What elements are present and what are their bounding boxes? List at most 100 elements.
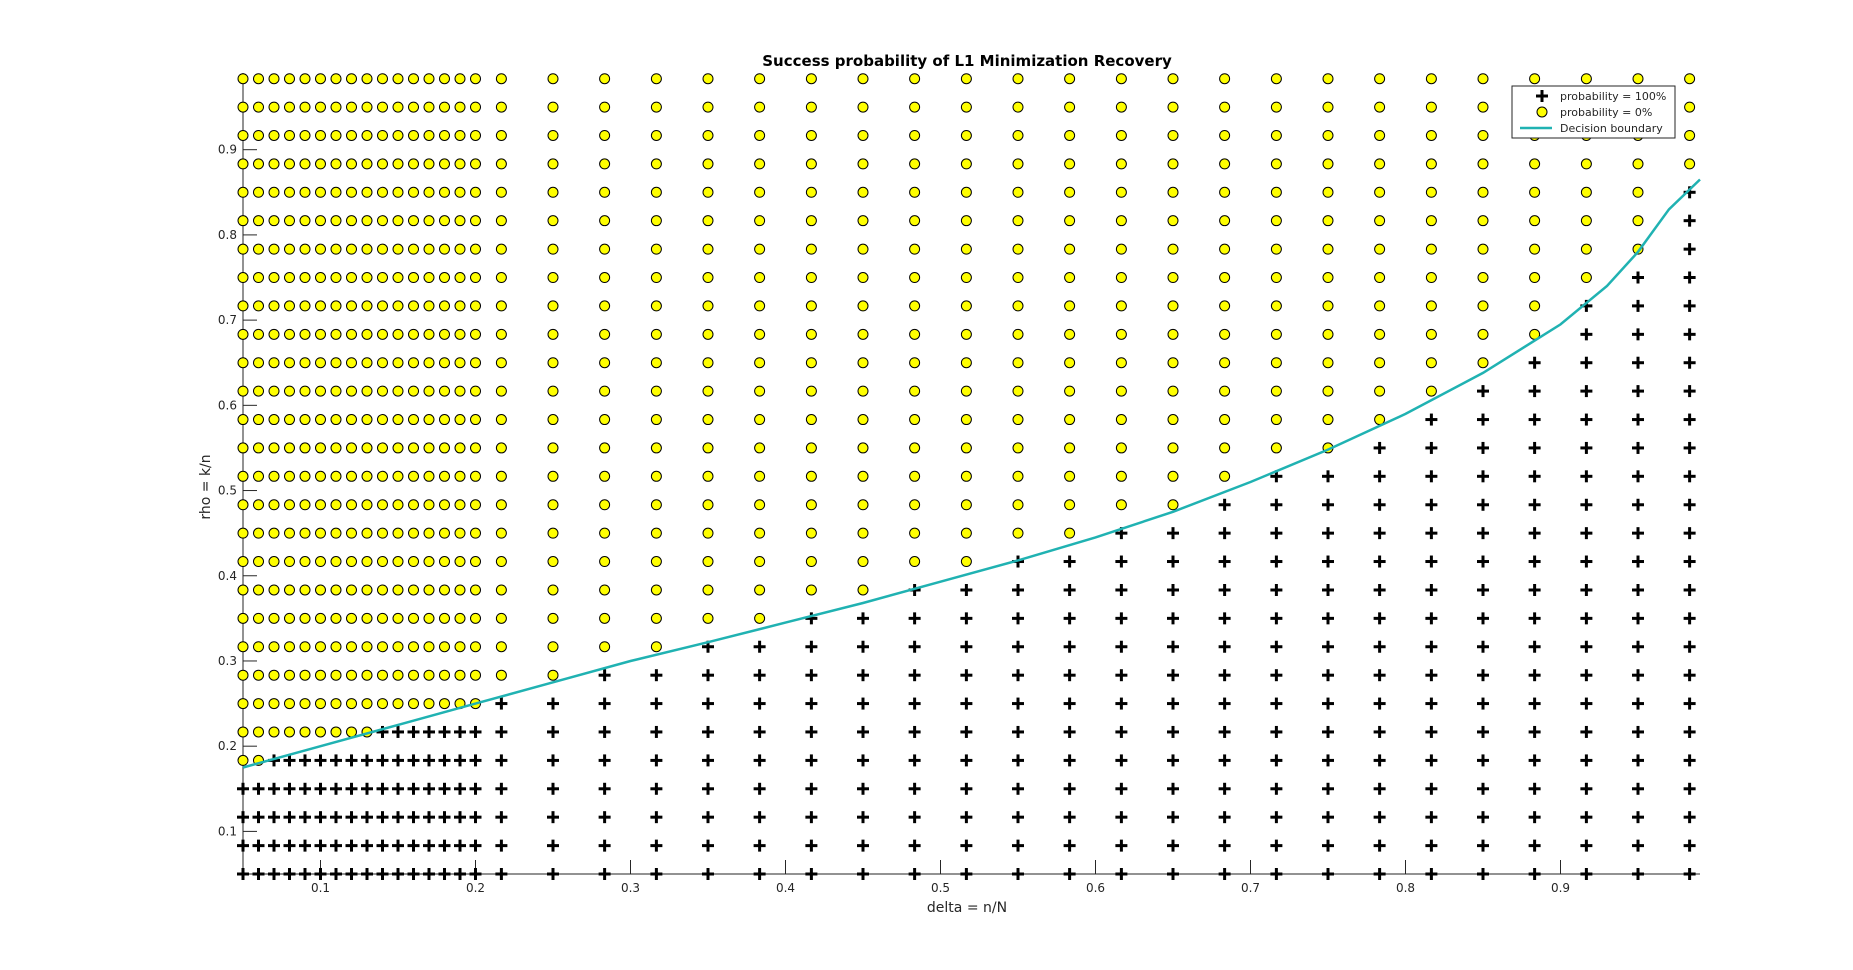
failure-point bbox=[361, 158, 373, 170]
failure-point bbox=[1374, 73, 1386, 85]
success-point bbox=[1580, 356, 1593, 369]
failure-point bbox=[1064, 442, 1076, 454]
failure-point bbox=[330, 158, 342, 170]
failure-point bbox=[361, 499, 373, 511]
failure-point bbox=[1064, 300, 1076, 312]
success-point bbox=[495, 839, 508, 852]
failure-point bbox=[1064, 385, 1076, 397]
failure-point bbox=[857, 272, 869, 284]
success-point bbox=[1528, 811, 1541, 824]
success-point bbox=[1477, 811, 1489, 824]
failure-point bbox=[495, 641, 507, 653]
failure-point bbox=[454, 527, 466, 539]
failure-point bbox=[423, 215, 435, 227]
failure-point bbox=[377, 669, 388, 681]
failure-point bbox=[284, 499, 295, 511]
success-point bbox=[1425, 868, 1438, 880]
failure-point bbox=[268, 527, 280, 539]
success-point bbox=[908, 839, 921, 852]
success-point bbox=[1218, 811, 1231, 824]
success-point bbox=[1063, 725, 1076, 738]
failure-point bbox=[702, 612, 714, 624]
failure-point bbox=[268, 357, 280, 369]
success-point bbox=[547, 839, 559, 852]
failure-point bbox=[805, 470, 817, 482]
failure-point bbox=[346, 499, 357, 511]
failure-point bbox=[470, 499, 481, 511]
failure-point bbox=[268, 442, 280, 454]
failure-point bbox=[1477, 272, 1489, 284]
failure-point bbox=[495, 73, 507, 85]
failure-point bbox=[454, 215, 466, 227]
failure-point bbox=[330, 186, 342, 198]
failure-point bbox=[253, 243, 264, 255]
failure-point bbox=[495, 243, 507, 255]
failure-point bbox=[960, 556, 972, 568]
failure-point bbox=[330, 726, 342, 738]
success-point bbox=[1528, 441, 1541, 454]
failure-point bbox=[470, 612, 481, 624]
success-point bbox=[857, 612, 869, 625]
failure-point bbox=[495, 328, 507, 340]
failure-point bbox=[361, 470, 373, 482]
success-point bbox=[1425, 498, 1438, 511]
failure-point bbox=[547, 527, 559, 539]
success-point bbox=[1528, 527, 1541, 540]
success-point bbox=[1373, 527, 1386, 540]
failure-point bbox=[392, 669, 404, 681]
success-point bbox=[857, 839, 869, 852]
failure-point bbox=[361, 243, 373, 255]
failure-point bbox=[1580, 243, 1592, 255]
failure-point bbox=[599, 101, 611, 113]
failure-point bbox=[1684, 101, 1696, 113]
failure-point bbox=[392, 300, 404, 312]
failure-point bbox=[268, 158, 280, 170]
success-point bbox=[1528, 470, 1541, 483]
failure-point bbox=[439, 129, 450, 141]
failure-point bbox=[454, 414, 466, 426]
failure-point bbox=[1115, 385, 1127, 397]
success-point bbox=[495, 782, 508, 795]
failure-point bbox=[284, 414, 295, 426]
failure-point bbox=[330, 328, 342, 340]
failure-point bbox=[1425, 328, 1437, 340]
failure-point bbox=[470, 470, 481, 482]
success-point bbox=[1012, 839, 1024, 852]
failure-point bbox=[377, 73, 388, 85]
success-point bbox=[361, 782, 373, 795]
failure-point bbox=[1115, 300, 1127, 312]
success-point bbox=[314, 868, 327, 880]
failure-point bbox=[361, 385, 373, 397]
failure-point bbox=[650, 556, 662, 568]
failure-point bbox=[284, 357, 295, 369]
failure-point bbox=[346, 414, 357, 426]
success-point bbox=[702, 839, 714, 852]
failure-point bbox=[1064, 272, 1076, 284]
failure-point bbox=[253, 300, 264, 312]
success-point bbox=[1063, 839, 1076, 852]
failure-point bbox=[1270, 129, 1282, 141]
failure-point bbox=[439, 300, 450, 312]
failure-point bbox=[439, 272, 450, 284]
success-point bbox=[392, 868, 404, 880]
failure-point bbox=[330, 499, 342, 511]
failure-point bbox=[909, 328, 921, 340]
failure-point bbox=[960, 328, 972, 340]
failure-point bbox=[1270, 414, 1282, 426]
failure-point bbox=[423, 300, 435, 312]
failure-point bbox=[237, 328, 249, 340]
success-point bbox=[454, 811, 466, 824]
failure-point bbox=[330, 272, 342, 284]
success-point bbox=[805, 612, 818, 625]
failure-point bbox=[299, 129, 311, 141]
failure-point bbox=[253, 101, 264, 113]
failure-point bbox=[754, 499, 766, 511]
failure-point bbox=[315, 669, 326, 681]
failure-point bbox=[599, 243, 611, 255]
failure-point bbox=[1012, 527, 1024, 539]
success-point bbox=[857, 782, 869, 795]
success-point bbox=[1012, 811, 1024, 824]
failure-point bbox=[346, 215, 357, 227]
failure-point bbox=[547, 357, 559, 369]
failure-point bbox=[495, 556, 507, 568]
